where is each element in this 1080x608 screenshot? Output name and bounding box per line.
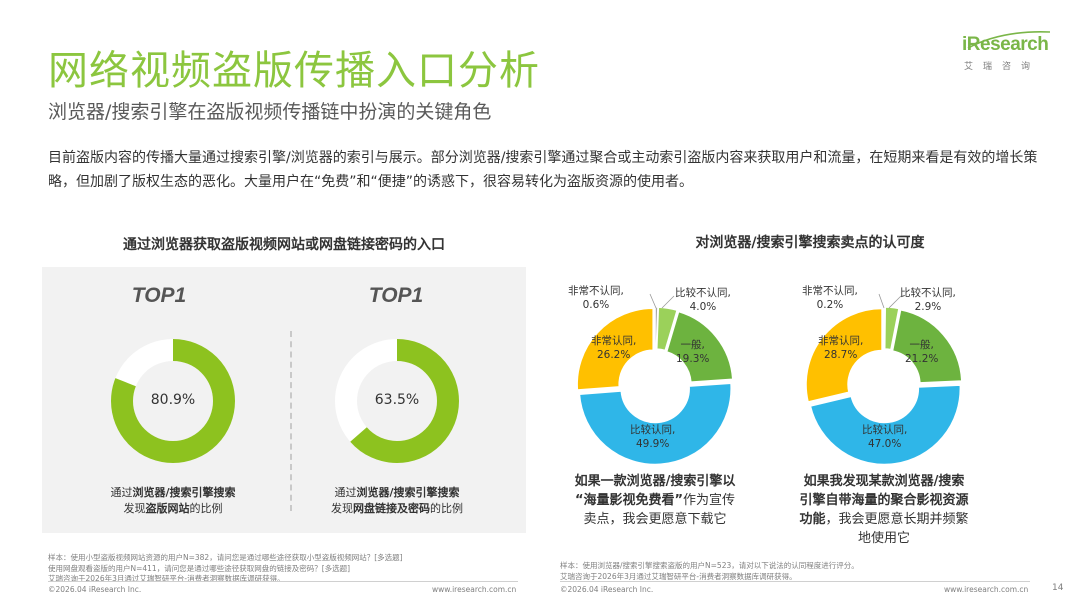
page-number: 14	[1052, 583, 1064, 593]
donut-chart-netdisk	[335, 339, 459, 463]
pie-leader-lines	[878, 293, 902, 309]
logo-wordmark: iResearch	[962, 34, 1049, 55]
left-panel: TOP1 80.9% 通过浏览器/搜索引擎搜索 发现盗版网站的比例 TOP1 6…	[42, 267, 526, 533]
donut-caption-netdisk: 通过浏览器/搜索引擎搜索 发现网盘链接及密码的比例	[287, 485, 507, 517]
pie-slice-very-agree	[576, 307, 654, 391]
pie-label-very-disagree: 非常不认同, 0.2%	[802, 285, 858, 311]
caption-bold: 浏览器/搜索引擎搜索	[356, 486, 460, 499]
page-title: 网络视频盗版传播入口分析	[48, 48, 540, 94]
pie-slice-neutral	[665, 310, 734, 383]
pie-label-disagree: 比较不认同, 4.0%	[675, 287, 731, 313]
copyright: ©2026.04 iResearch Inc.	[560, 585, 654, 594]
pie-label-agree: 比较认同, 49.9%	[630, 424, 676, 450]
footnote-left: 样本：使用小型盗版视频网站资源的用户N=382，请问您是通过哪些途径获取小型盗版…	[48, 553, 403, 583]
pie-label-disagree: 比较不认同, 2.9%	[900, 287, 956, 313]
caption-text: 发现	[331, 502, 353, 515]
pie-label-very-agree: 非常认同, 28.7%	[818, 335, 864, 361]
pie-caption-aggregated-resources: 如果我发现某款浏览器/搜索 引擎自带海量的聚合影视资源 功能，我会更愿意长期并频…	[799, 474, 969, 546]
pie-label-very-agree: 非常认同, 26.2%	[591, 335, 637, 361]
pie-chart-free-videos	[576, 306, 734, 464]
caption-text: 的比例	[189, 502, 223, 515]
right-panel-title: 对浏览器/搜索引擎搜索卖点的认可度	[695, 235, 925, 251]
pie-label-neutral: 一般, 19.3%	[676, 339, 710, 365]
left-panel-title: 通过浏览器获取盗版视频网站或网盘链接密码的入口	[123, 237, 445, 253]
pie-label-neutral: 一般, 21.2%	[905, 339, 939, 365]
site-url: www.iresearch.com.cn	[944, 585, 1029, 594]
caption-text: 发现	[123, 502, 146, 515]
pie-slice-agree	[809, 384, 962, 464]
donut-value-netdisk: 63.5%	[374, 392, 420, 408]
donut-arc-netdisk	[335, 339, 459, 463]
footer-divider	[560, 581, 1030, 582]
footer-divider	[48, 581, 518, 582]
caption-bold: 浏览器/搜索引擎搜索	[132, 486, 236, 499]
caption-bold: 盗版网站	[145, 502, 190, 515]
donut-arc-websites	[111, 339, 235, 463]
pie-slice-agree	[578, 382, 732, 464]
pie-label-very-disagree: 非常不认同, 0.6%	[568, 285, 624, 311]
caption-text: 通过	[110, 486, 133, 499]
pie-chart-aggregated-resources	[805, 306, 963, 464]
pie-caption-free-videos: 如果一款浏览器/搜索引擎以 “海量影视免费看”作为宣传 卖点，我会更愿意下载它	[574, 474, 736, 527]
panel-divider	[290, 331, 292, 511]
pie-leader-lines	[649, 293, 675, 309]
pie-slice-very-agree	[805, 307, 883, 403]
page-subtitle: 浏览器/搜索引擎在盗版视频传播链中扮演的关键角色	[48, 101, 492, 123]
rank-label: TOP1	[131, 284, 187, 307]
caption-text: 通过	[334, 486, 357, 499]
caption-text: 的比例	[430, 502, 463, 515]
rank-label: TOP1	[368, 284, 424, 307]
iresearch-logo: iResearch 艾瑞咨询	[962, 28, 1052, 72]
pie-label-agree: 比较认同, 47.0%	[862, 424, 908, 450]
logo-subtext: 艾瑞咨询	[964, 62, 1041, 72]
donut-chart-websites	[111, 339, 235, 463]
pie-slice-disagree	[655, 306, 679, 352]
footnote-right: 样本：使用浏览器/搜索引擎搜索盗版的用户N=523，请对以下说法的认同程度进行评…	[560, 561, 859, 581]
donut-caption-websites: 通过浏览器/搜索引擎搜索 发现盗版网站的比例	[63, 485, 283, 517]
intro-paragraph: 目前盗版内容的传播大量通过搜索引擎/浏览器的索引与展示。部分浏览器/搜索引擎通过…	[48, 150, 1038, 190]
logo-swoosh-icon	[967, 31, 1051, 49]
caption-bold: 网盘链接及密码	[353, 502, 430, 515]
copyright: ©2026.04 iResearch Inc.	[48, 585, 142, 594]
site-url: www.iresearch.com.cn	[432, 585, 517, 594]
pie-slice-neutral	[891, 308, 963, 384]
donut-value-websites: 80.9%	[150, 392, 196, 408]
